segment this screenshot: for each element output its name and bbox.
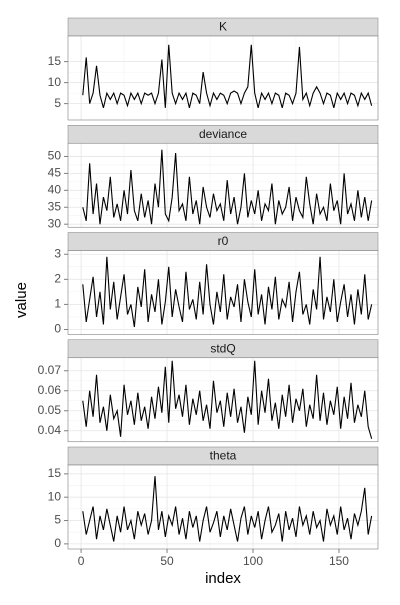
panel: [68, 465, 378, 549]
y-tick-label: 3: [54, 246, 61, 260]
trace-line: [82, 476, 373, 542]
panel: [68, 143, 378, 228]
trace-line: [82, 360, 373, 439]
x-tick-label: 100: [243, 554, 263, 568]
y-tick-label: 50: [48, 149, 62, 163]
panel: [68, 36, 378, 120]
y-tick-label: 15: [48, 54, 62, 68]
x-tick-label: 150: [329, 554, 349, 568]
y-tick-label: 0.04: [38, 423, 62, 437]
trace-line: [82, 149, 373, 225]
y-tick-label: 10: [48, 489, 62, 503]
x-tick-label: 0: [78, 554, 85, 568]
strip-label: theta: [210, 449, 237, 463]
panel: [68, 250, 378, 335]
y-tick-label: 0: [54, 536, 61, 550]
y-tick-label: 5: [54, 513, 61, 527]
panel-border: [67, 357, 379, 443]
y-tick-label: 40: [48, 183, 62, 197]
y-tick-label: 35: [48, 199, 62, 213]
strip-label: r0: [218, 234, 229, 248]
y-tick-label: 0.06: [38, 383, 62, 397]
y-tick-label: 10: [48, 75, 62, 89]
y-tick-label: 45: [48, 166, 62, 180]
y-tick-label: 0.07: [38, 363, 62, 377]
panel-border: [67, 142, 379, 228]
trace-line: [82, 256, 373, 328]
y-axis-title: value: [13, 282, 30, 318]
y-tick-label: 5: [54, 96, 61, 110]
y-tick-label: 1: [54, 297, 61, 311]
strip-label: deviance: [199, 127, 247, 141]
panel-border: [67, 464, 379, 550]
x-axis-title: index: [205, 570, 241, 587]
y-tick-label: 0.05: [38, 403, 62, 417]
strip-label: stdQ: [210, 341, 235, 355]
y-tick-label: 2: [54, 272, 61, 286]
strip-label: K: [219, 20, 227, 34]
panel-border: [67, 250, 379, 335]
trace-line: [82, 44, 373, 108]
y-tick-label: 0: [54, 322, 61, 336]
y-tick-label: 15: [48, 466, 62, 480]
panel-border: [67, 35, 379, 121]
y-tick-label: 30: [48, 216, 62, 230]
x-tick-label: 50: [160, 554, 174, 568]
